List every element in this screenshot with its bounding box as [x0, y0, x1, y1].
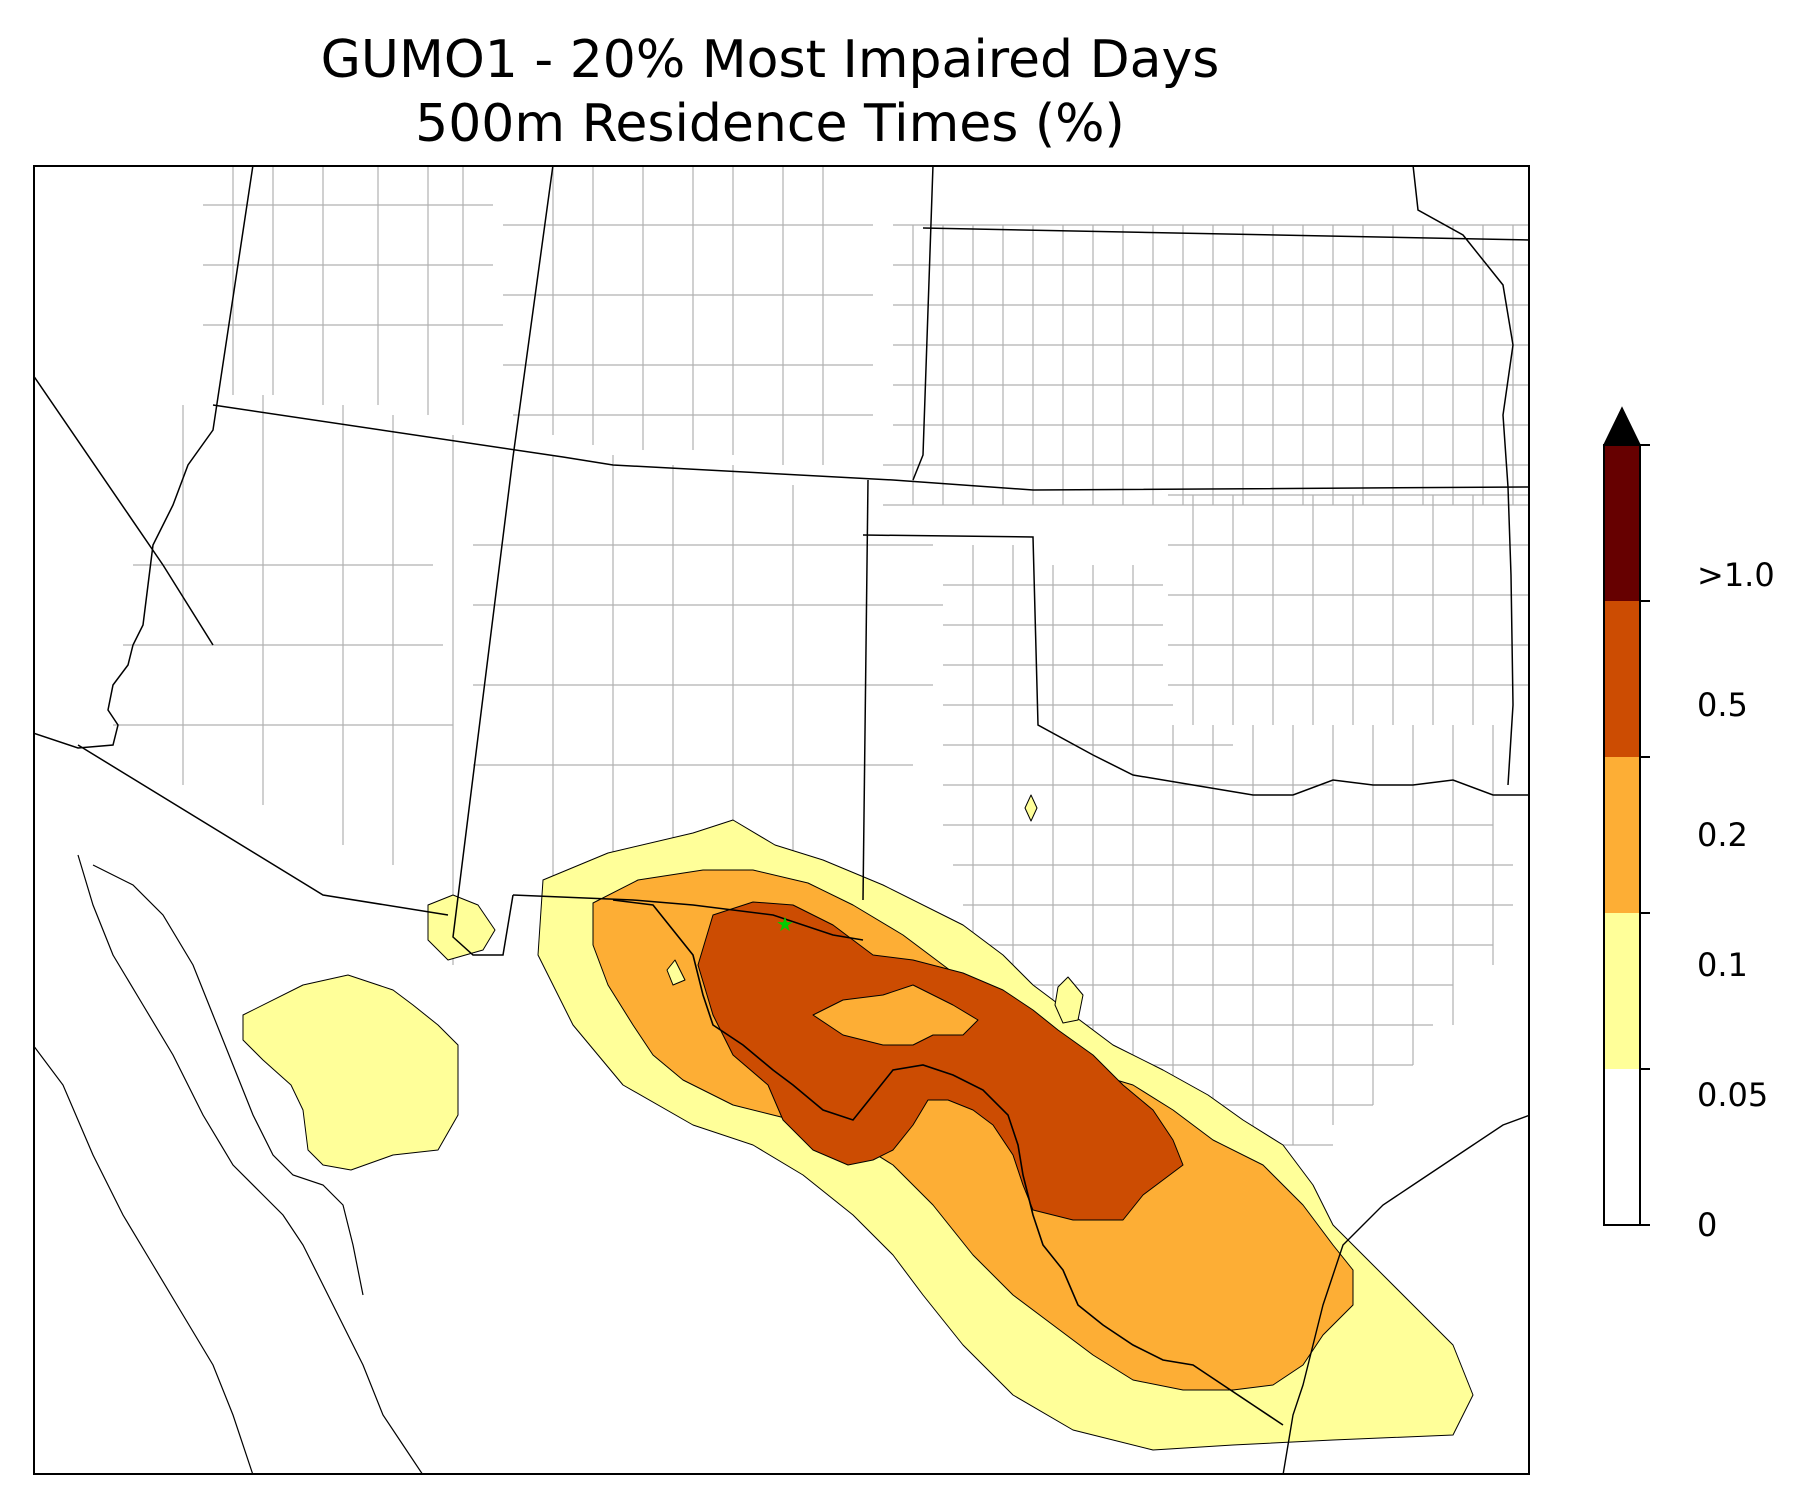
colorbar-label-0.5: 0.5: [1697, 686, 1748, 724]
contour-level-0.05-0.1-small: [427, 894, 496, 961]
coastline-baja: [33, 1044, 254, 1475]
colorbar-label-0.2: 0.2: [1697, 816, 1748, 854]
contour-level-0.2-0.5: [697, 901, 1184, 1221]
map-title-line1: GUMO1 - 20% Most Impaired Days: [320, 30, 1220, 90]
county-boundaries: [113, 165, 1530, 1165]
contour-level-0.1-0.2-hole: [666, 959, 686, 986]
contour-level-0.05-0.1-speck: [1024, 794, 1038, 822]
colorbar-label-0: 0: [1697, 1206, 1718, 1244]
colorbar-frame: [1603, 444, 1641, 1226]
colorbar-bin: [1604, 601, 1640, 757]
state-boundaries: [33, 165, 1530, 956]
colorbar: [1602, 406, 1650, 1226]
contour-level-0.05-0.1-tiny: [1054, 976, 1084, 1024]
contour-fills: [242, 794, 1474, 1451]
site-marker-star-icon: ★: [776, 912, 794, 936]
coastline-gulf: [1282, 1114, 1530, 1475]
colorbar-label-0.1: 0.1: [1697, 946, 1748, 984]
colorbar-bin: [1604, 913, 1640, 1069]
colorbar-bin: [1604, 1069, 1640, 1225]
coastline-gulf-ca: [92, 864, 364, 1296]
colorbar-extend-triangle: [1602, 406, 1642, 446]
map-title-line2: 500m Residence Times (%): [415, 94, 1125, 154]
colorbar-bin: [1604, 757, 1640, 913]
residence-time-map: ★: [33, 165, 1530, 1475]
colorbar-label-0.05: 0.05: [1697, 1076, 1769, 1114]
contour-level-0.05-0.1-west: [242, 974, 459, 1171]
coastline-mainland: [77, 854, 424, 1475]
contour-level-0.2-0.5-hole: [812, 984, 979, 1046]
rio-grande-border: [612, 899, 1284, 1426]
colorbar-bin: [1604, 445, 1640, 601]
colorbar-label-gt1.0: >1.0: [1697, 556, 1775, 594]
